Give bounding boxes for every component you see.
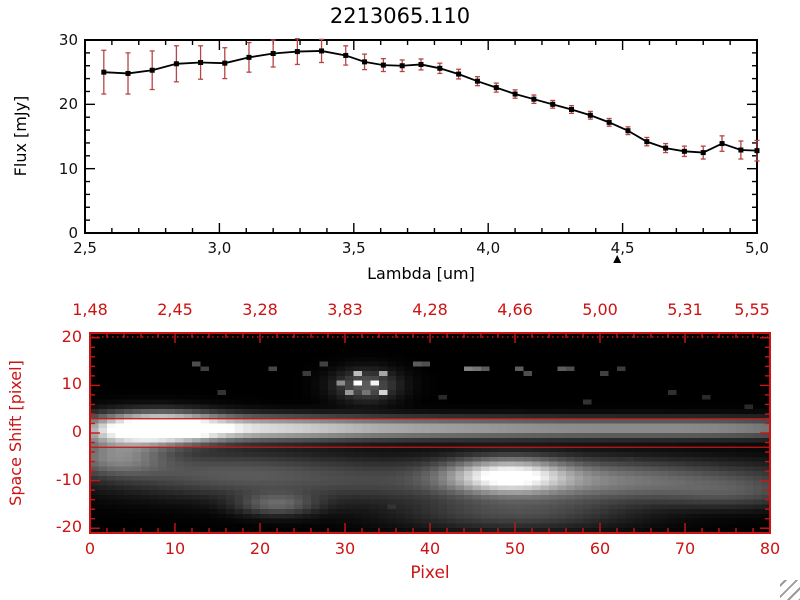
flux-axis-label: Flux [mJy] [11, 95, 30, 177]
wavelength-tick-label: 5,00 [582, 300, 618, 319]
spectral-image [90, 333, 770, 533]
space-shift-tick-label: -20 [55, 517, 82, 537]
wavelength-tick-label: 4,28 [412, 300, 448, 319]
pixel-tick-label: 60 [589, 539, 611, 558]
space-shift-tick-label: 0 [71, 422, 82, 441]
pixel-tick-label: 20 [249, 539, 271, 558]
pixel-tick-label: 40 [419, 539, 441, 558]
space-shift-tick-label: 20 [61, 326, 82, 346]
lambda-tick-label: 2,5 [73, 239, 97, 257]
resize-grip[interactable] [780, 580, 800, 600]
space-shift-tick-label: -10 [55, 469, 82, 489]
wavelength-tick-label: 1,48 [72, 300, 108, 319]
pixel-tick-label: 10 [164, 539, 186, 558]
flux-tick-label: 20 [58, 95, 78, 114]
lambda-tick-label: 4,0 [476, 239, 501, 257]
wavelength-tick-label: 3,83 [327, 300, 363, 319]
pixel-tick-label: 70 [674, 539, 696, 558]
lambda-tick-label: 4,5 [610, 239, 635, 257]
flux-tick-label: 0 [68, 224, 78, 242]
wavelength-tick-label: 3,28 [242, 300, 278, 319]
lambda-tick-label: 5,0 [745, 239, 769, 257]
wavelength-tick-label: 5,31 [667, 300, 703, 319]
pixel-tick-label: 80 [759, 539, 781, 558]
wavelength-tick-label: 5,55 [734, 300, 770, 319]
pixel-tick-label: 0 [84, 539, 96, 558]
plot-title: 2213065.110 [329, 4, 471, 28]
pixel-tick-label: 30 [334, 539, 356, 558]
pixel-tick-label: 50 [504, 539, 526, 558]
lambda-tick-label: 3,0 [207, 239, 232, 257]
flux-tick-label: 30 [58, 31, 78, 49]
wavelength-tick-label: 4,66 [497, 300, 533, 319]
lambda-tick-label: 3,5 [341, 239, 366, 257]
lambda-axis-label: Lambda [um] [367, 264, 475, 283]
space-shift-tick-label: 10 [61, 374, 82, 394]
wavelength-tick-label: 2,45 [157, 300, 193, 319]
space-shift-axis-label: Space Shift [pixel] [6, 360, 25, 506]
flux-tick-label: 10 [58, 159, 78, 178]
pixel-axis-label: Pixel [410, 563, 450, 583]
